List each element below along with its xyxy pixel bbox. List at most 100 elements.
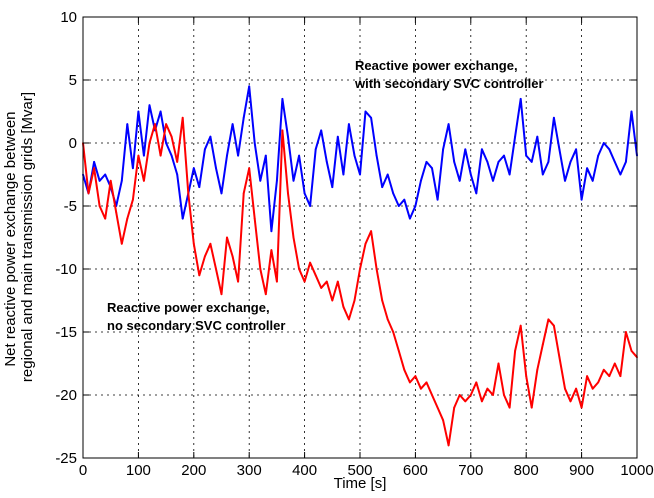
series-group	[82, 85, 638, 447]
data-point	[436, 406, 439, 409]
data-point	[143, 179, 145, 182]
x-tick-label: 0	[79, 462, 87, 479]
data-point	[370, 230, 372, 233]
data-point	[541, 343, 544, 346]
data-point	[591, 179, 594, 182]
data-point	[187, 192, 190, 195]
data-point	[192, 167, 195, 170]
y-tick-label: -10	[55, 261, 77, 278]
data-point	[209, 242, 212, 245]
data-point	[281, 129, 284, 132]
data-point	[453, 406, 456, 409]
data-point	[530, 161, 533, 163]
data-point	[569, 161, 572, 163]
data-point	[392, 331, 395, 333]
data-point	[220, 192, 223, 195]
data-point	[381, 186, 384, 189]
data-point	[198, 274, 201, 277]
data-point	[508, 173, 511, 176]
data-point	[320, 129, 323, 132]
y-tick-label: 5	[69, 72, 77, 89]
y-tick-label: -25	[55, 450, 77, 467]
data-point	[558, 148, 561, 151]
data-point	[359, 268, 361, 270]
data-point	[309, 205, 311, 207]
data-point	[115, 211, 118, 214]
data-point	[547, 161, 550, 163]
data-point	[381, 299, 384, 302]
data-point	[192, 242, 195, 245]
x-tick-label: 300	[237, 462, 262, 479]
x-tick-label: 800	[514, 462, 539, 479]
data-point	[392, 192, 395, 195]
data-point	[242, 192, 245, 195]
annotation-with-controller: Reactive power exchange, with secondary …	[354, 58, 544, 91]
data-point	[475, 192, 478, 195]
data-point	[469, 173, 472, 176]
data-point	[442, 148, 444, 151]
data-point	[625, 331, 627, 333]
data-point	[226, 154, 228, 157]
data-point	[536, 135, 539, 138]
data-point	[580, 406, 583, 409]
data-point	[231, 255, 234, 258]
data-point	[492, 179, 494, 182]
data-point	[93, 161, 95, 163]
data-point	[558, 356, 561, 359]
data-point	[625, 161, 627, 163]
data-point	[126, 123, 129, 125]
data-point	[93, 167, 95, 170]
data-point	[553, 116, 555, 119]
data-point	[264, 293, 267, 296]
x-tick-label: 200	[181, 462, 206, 479]
data-point	[586, 167, 588, 170]
data-point	[403, 368, 406, 371]
data-point	[259, 179, 262, 182]
data-point	[597, 381, 600, 384]
data-point	[287, 192, 289, 195]
data-point	[619, 375, 622, 377]
x-tick-label: 500	[347, 462, 372, 479]
y-axis-title-line-1: Net reactive power exchange between	[2, 112, 19, 367]
data-point	[170, 154, 173, 157]
y-tick-label: 10	[60, 9, 77, 26]
data-point	[154, 123, 156, 125]
data-point	[464, 148, 467, 151]
data-point	[608, 148, 611, 151]
data-point	[270, 230, 273, 233]
data-point	[336, 135, 339, 138]
data-point	[132, 167, 134, 170]
data-point	[331, 299, 334, 302]
data-point	[469, 394, 472, 396]
data-point	[569, 400, 572, 403]
data-point	[580, 198, 583, 201]
data-point	[353, 154, 356, 157]
data-point	[553, 324, 555, 327]
data-point	[409, 381, 411, 384]
data-point	[181, 217, 184, 220]
data-point	[602, 368, 605, 371]
data-point	[276, 179, 278, 182]
data-point	[458, 394, 461, 396]
data-point	[497, 362, 500, 365]
data-point	[591, 387, 594, 390]
data-point	[104, 217, 107, 220]
data-point	[514, 350, 516, 352]
data-point	[320, 287, 323, 289]
data-point	[425, 161, 428, 163]
y-tick-label: 0	[69, 135, 77, 152]
data-point	[331, 186, 334, 189]
data-point	[564, 179, 566, 182]
data-point	[248, 167, 251, 170]
data-point	[215, 167, 217, 170]
grid	[83, 17, 637, 458]
data-point	[619, 173, 622, 176]
data-point	[298, 268, 300, 270]
data-point	[281, 98, 284, 100]
data-point	[270, 249, 273, 252]
data-point	[204, 148, 206, 151]
data-point	[414, 205, 417, 207]
data-point	[364, 110, 367, 113]
data-point	[409, 217, 411, 220]
ticks	[82, 16, 638, 459]
